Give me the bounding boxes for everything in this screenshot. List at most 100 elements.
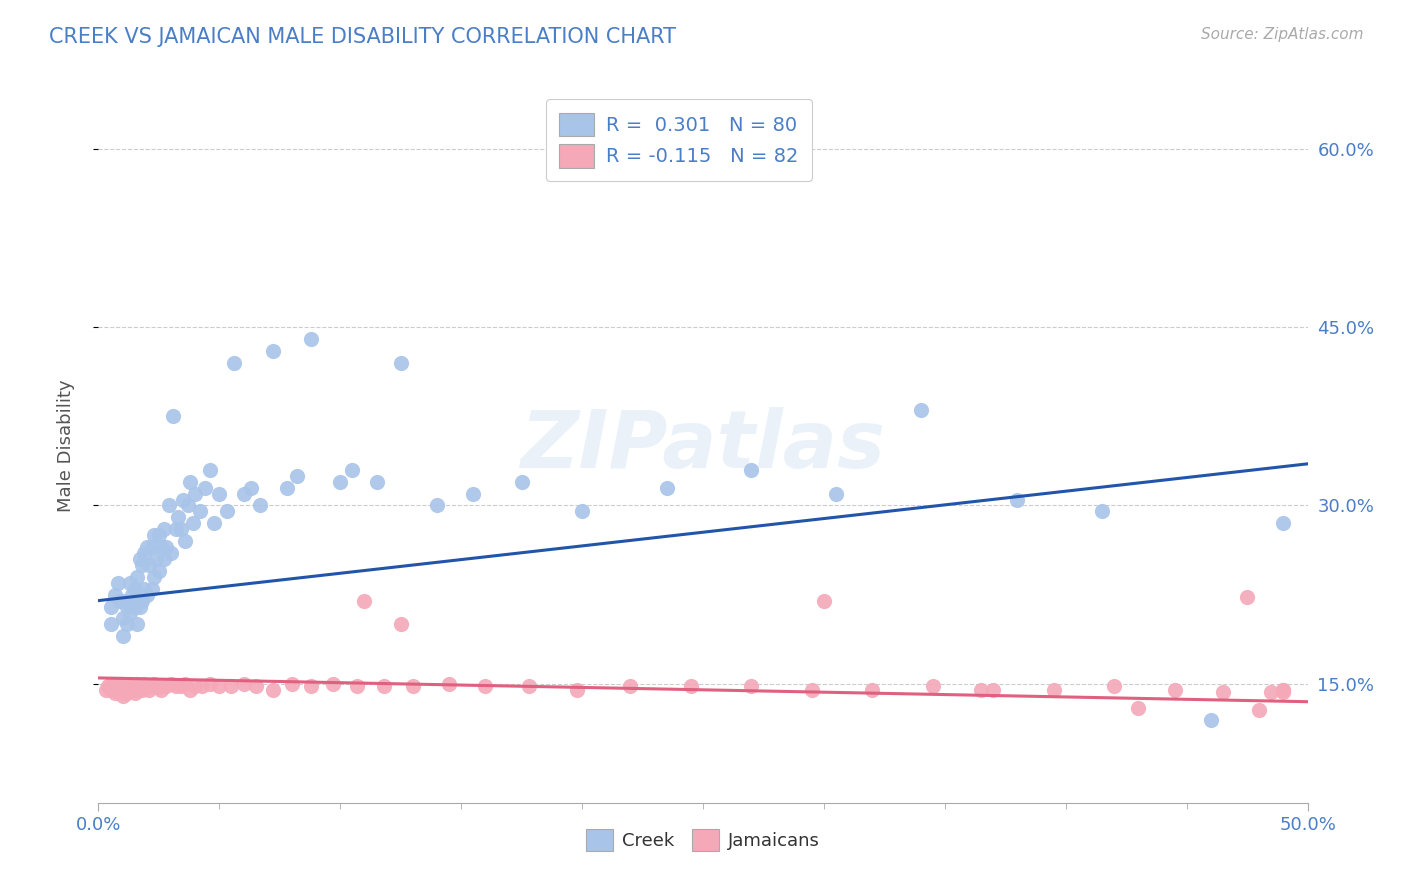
Point [215,504,238,518]
Point [825,486,848,500]
Point [131,558,153,572]
Point [1042,682,1064,697]
Point [353,593,375,607]
Point [150,540,173,554]
Point [124,599,146,614]
Point [107,575,129,590]
Point [94,682,117,697]
Point [188,504,211,518]
Point [97,679,120,693]
Point [181,516,204,531]
Point [108,677,131,691]
Point [1272,685,1295,699]
Point [517,679,540,693]
Point [169,679,191,693]
Point [117,617,139,632]
Point [143,677,166,691]
Point [679,679,702,693]
Point [567,682,589,697]
Point [150,682,173,697]
Point [1272,516,1295,531]
Point [342,463,364,477]
Point [127,677,149,691]
Point [169,522,191,536]
Point [162,409,184,424]
Point [1249,703,1271,717]
Point [128,599,150,614]
Point [813,593,835,607]
Point [208,486,231,500]
Point [1272,682,1295,697]
Point [104,677,127,691]
Point [152,552,174,566]
Point [118,682,141,697]
Point [281,677,304,691]
Point [118,677,141,691]
Point [970,682,993,697]
Point [108,682,131,697]
Point [104,686,127,700]
Point [117,599,139,614]
Point [101,679,124,693]
Point [346,679,368,693]
Point [118,606,141,620]
Point [740,463,762,477]
Point [104,588,127,602]
Point [128,679,150,693]
Point [118,575,141,590]
Point [127,617,149,632]
Point [222,356,245,370]
Point [1260,685,1282,699]
Point [172,492,194,507]
Point [111,611,134,625]
Point [179,475,201,489]
Point [194,481,217,495]
Point [249,499,271,513]
Point [910,403,932,417]
Point [148,564,170,578]
Point [239,481,262,495]
Point [262,682,284,697]
Point [117,681,139,695]
Point [141,679,163,693]
Point [921,679,943,693]
Point [463,486,485,500]
Point [276,481,298,495]
Point [198,677,221,691]
Point [860,682,883,697]
Point [174,677,197,691]
Point [155,679,177,693]
Point [160,677,183,691]
Point [143,570,166,584]
Point [179,682,201,697]
Point [111,629,134,643]
Point [157,499,180,513]
Point [329,475,352,489]
Point [107,685,129,699]
Point [800,682,823,697]
Point [366,475,388,489]
Point [135,679,157,693]
Point [174,534,197,549]
Point [127,593,149,607]
Point [127,570,149,584]
Point [437,677,460,691]
Point [1163,682,1185,697]
Text: CREEK VS JAMAICAN MALE DISABILITY CORRELATION CHART: CREEK VS JAMAICAN MALE DISABILITY CORREL… [49,27,676,46]
Point [262,343,284,358]
Point [373,679,395,693]
Point [100,599,122,614]
Point [1007,492,1029,507]
Point [1236,590,1258,604]
Point [121,682,143,697]
Point [389,356,412,370]
Point [135,588,157,602]
Point [1272,682,1295,697]
Point [402,679,425,693]
Point [245,679,267,693]
Point [1212,685,1234,699]
Point [114,685,136,699]
Point [127,682,149,697]
Point [111,682,134,697]
Point [134,677,156,691]
